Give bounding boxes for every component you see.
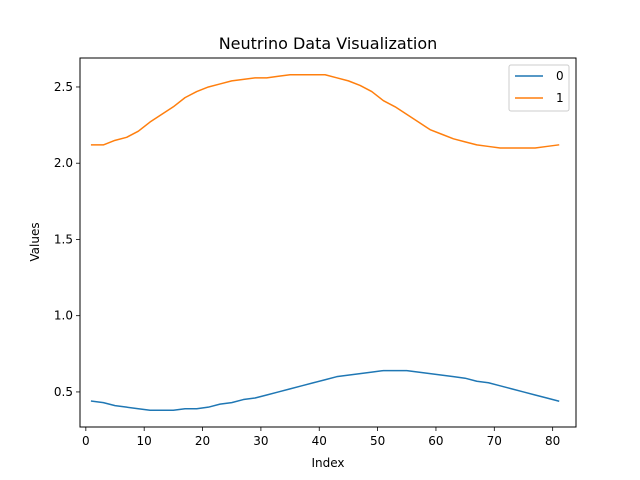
chart-title: Neutrino Data Visualization [219,34,438,53]
legend: 01 [508,64,570,112]
y-axis: 0.5 1.0 1.5 2.0 2.5 [54,80,80,399]
y-tick-label: 2.5 [54,80,73,94]
y-tick-label: 2.0 [54,156,73,170]
x-tick-label: 60 [428,434,443,448]
x-tick-label: 30 [253,434,268,448]
legend-label-0: 0 [556,69,564,83]
x-tick-label: 40 [312,434,327,448]
y-tick-label: 0.5 [54,385,73,399]
y-tick-label: 1.0 [54,309,73,323]
series-line-1 [90,74,560,149]
x-tick-label: 20 [195,434,210,448]
x-tick-label: 70 [487,434,502,448]
x-tick-label: 50 [370,434,385,448]
y-tick-label: 1.5 [54,232,73,246]
y-axis-label: Values [28,222,42,261]
x-tick-label: 0 [82,434,90,448]
x-axis: 0 10 20 30 40 50 60 70 80 [82,427,560,448]
x-tick-label: 10 [137,434,152,448]
series-line-0 [90,369,560,411]
legend-label-1: 1 [556,91,564,105]
x-axis-label: Index [311,456,344,470]
plot-frame [79,57,577,428]
series-layer [90,74,560,411]
x-tick-label: 80 [545,434,560,448]
